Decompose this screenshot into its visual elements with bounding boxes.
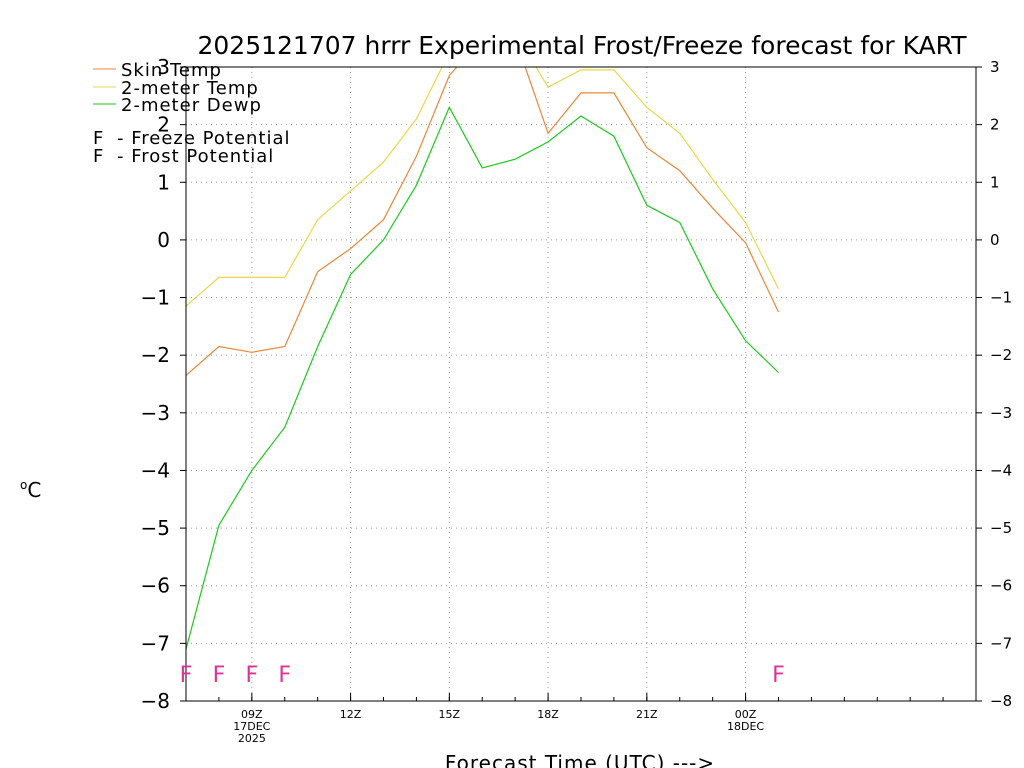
chart-title: 2025121707 hrrr Experimental Frost/Freez… xyxy=(198,31,968,60)
legend: Skin Temp 2-meter Temp 2-meter Dewp F - … xyxy=(93,60,291,167)
y-tick-label-left: 3 xyxy=(157,55,170,79)
series-line-skin-temp xyxy=(186,67,780,376)
y-tick-label-right: 3 xyxy=(990,58,1000,76)
series-line-2-meter-dewp xyxy=(186,105,779,650)
legend-label-2m-dewp: 2-meter Dewp xyxy=(121,95,262,116)
y-tick-label-left: 2 xyxy=(157,113,170,137)
y-tick-label-right: −1 xyxy=(990,289,1012,307)
y-tick-label-right: −5 xyxy=(990,519,1012,537)
freeze-flag: F xyxy=(213,663,226,688)
y-tick-label-right: −7 xyxy=(990,634,1012,652)
legend-label-2m-temp: 2-meter Temp xyxy=(121,78,259,99)
x-tick-label: 18Z xyxy=(537,708,559,721)
y-tick-label-right: −4 xyxy=(990,461,1012,479)
y-tick-label-right: 2 xyxy=(990,116,1000,134)
y-tick-label-right: −3 xyxy=(990,404,1012,422)
y-tick-label-left: −2 xyxy=(141,343,170,367)
legend-frost-label: - Frost Potential xyxy=(117,146,274,167)
x-tick-label: 18DEC xyxy=(727,720,764,733)
y-tick-label-left: 0 xyxy=(157,228,170,252)
y-tick-label-left: −5 xyxy=(141,516,170,540)
y-axis-right: −8 −7 −6 −5 −4 −3 −2 −1 0 1 2 3 xyxy=(976,58,1012,710)
legend-freeze-label: - Freeze Potential xyxy=(117,128,291,149)
freeze-flag: F xyxy=(246,663,259,688)
y-tick-label-right: 1 xyxy=(990,173,1000,191)
y-tick-label-left: 1 xyxy=(157,170,170,194)
x-tick-label: 2025 xyxy=(238,732,266,745)
freeze-flag: F xyxy=(180,663,193,688)
y-tick-label-right: 0 xyxy=(990,231,1000,249)
x-tick-label: 12Z xyxy=(340,708,362,721)
y-axis-label: oC xyxy=(20,478,41,502)
legend-freeze-letter: F xyxy=(93,128,104,149)
y-tick-label-left: −4 xyxy=(141,458,170,482)
y-tick-label-right: −6 xyxy=(990,577,1012,595)
grid-lines xyxy=(186,67,976,701)
y-tick-label-left: −7 xyxy=(141,631,170,655)
x-tick-label: 09Z xyxy=(241,708,263,721)
series-line-2-meter-temp xyxy=(186,67,780,307)
x-tick-label: 00Z xyxy=(735,708,757,721)
y-tick-label-right: −8 xyxy=(990,692,1012,710)
y-tick-label-left: −1 xyxy=(141,286,170,310)
y-tick-label-right: −2 xyxy=(990,346,1012,364)
y-tick-label-left: −8 xyxy=(141,689,170,713)
x-axis-label: Forecast Time (UTC) ---> xyxy=(445,751,715,768)
x-tick-label: 21Z xyxy=(636,708,658,721)
legend-frost-letter: F xyxy=(93,146,104,167)
freeze-flag: F xyxy=(278,663,291,688)
series-lines xyxy=(186,67,780,650)
y-axis-label-unit: C xyxy=(27,478,41,502)
legend-label-skin-temp: Skin Temp xyxy=(121,60,222,81)
plot-frame xyxy=(185,66,977,702)
y-tick-label-left: −3 xyxy=(141,401,170,425)
y-axis-left: −8 −7 −6 −5 −4 −3 −2 −1 0 1 2 3 xyxy=(141,55,186,713)
x-tick-label: 15Z xyxy=(439,708,461,721)
y-tick-label-left: −6 xyxy=(141,574,170,598)
freeze-flag: F xyxy=(772,663,785,688)
x-tick-label: 17DEC xyxy=(233,720,270,733)
y-axis-label-degree: o xyxy=(20,478,27,492)
